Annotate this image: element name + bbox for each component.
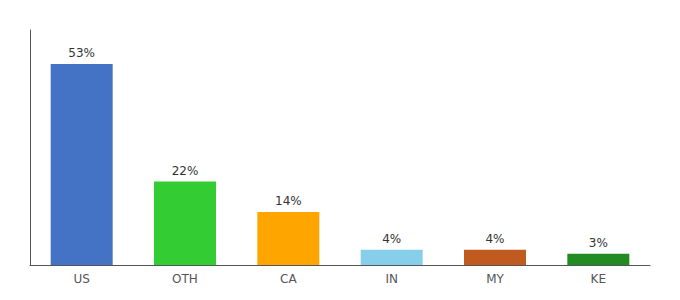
svg-text:CA: CA (280, 272, 297, 286)
svg-text:KE: KE (591, 272, 606, 286)
svg-text:4%: 4% (485, 232, 504, 246)
svg-text:US: US (73, 272, 89, 286)
svg-text:14%: 14% (275, 194, 302, 208)
svg-text:MY: MY (486, 272, 504, 286)
svg-text:4%: 4% (382, 232, 401, 246)
svg-text:3%: 3% (589, 236, 608, 250)
svg-text:IN: IN (385, 272, 398, 286)
svg-text:53%: 53% (68, 46, 95, 60)
svg-text:OTH: OTH (172, 272, 198, 286)
svg-text:22%: 22% (172, 164, 199, 178)
